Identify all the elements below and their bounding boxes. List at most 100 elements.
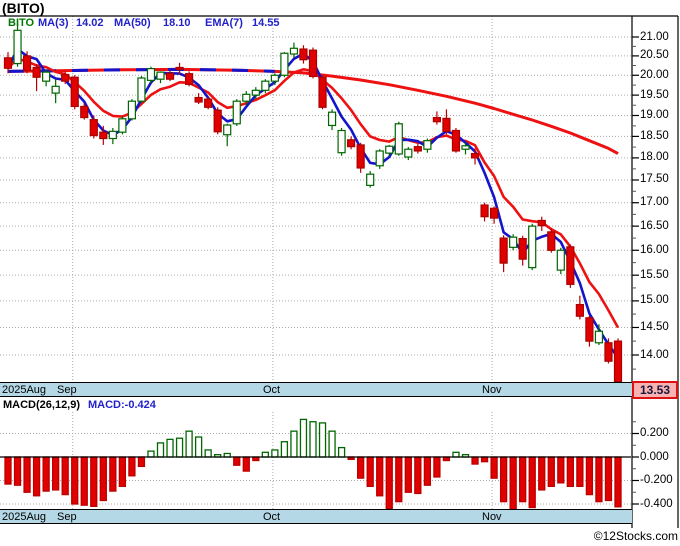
candle — [22, 55, 32, 72]
macd-bar — [185, 430, 193, 458]
macd-bar — [23, 456, 31, 493]
macd-axis-label: 0.000 — [640, 450, 669, 463]
candle — [89, 119, 98, 137]
macd-bar — [376, 456, 384, 497]
candle — [366, 173, 375, 186]
price-label: 21.00 — [640, 30, 669, 43]
macd-bar — [109, 456, 117, 492]
candlesticks — [3, 24, 623, 383]
macd-bar — [318, 422, 327, 458]
candle — [137, 77, 146, 102]
candle — [175, 66, 184, 71]
candle — [42, 71, 51, 82]
macd-bar — [290, 430, 298, 458]
macd-bar — [614, 456, 622, 508]
macd-bar — [480, 456, 489, 463]
candle — [127, 100, 137, 120]
candle — [299, 48, 308, 61]
macd-bar — [271, 449, 279, 458]
copyright-link[interactable]: ©12Stocks.com — [593, 529, 678, 543]
legend-ma50-label: MA(50) — [114, 17, 151, 29]
candle — [337, 129, 346, 154]
macd-bar — [423, 456, 432, 486]
month-label-nov: Nov — [482, 384, 502, 396]
price-label: 16.50 — [640, 219, 669, 232]
frame — [0, 15, 679, 528]
candle — [80, 105, 89, 119]
ma50-line — [7, 67, 619, 155]
macd-bar — [32, 456, 41, 497]
candle — [594, 330, 604, 344]
legend-ema7-value: 14.55 — [252, 17, 280, 29]
macd-bar — [519, 456, 527, 503]
ema7-line — [7, 57, 620, 329]
macd-bar — [538, 456, 546, 491]
macd-bar — [309, 421, 317, 458]
month-label-nov: Nov — [482, 511, 502, 523]
candle — [404, 148, 413, 158]
macd-bar — [404, 456, 412, 493]
macd-bar — [204, 449, 212, 458]
candle — [261, 80, 270, 91]
macd-bar — [337, 446, 346, 458]
candle — [184, 73, 194, 85]
candle — [108, 130, 117, 140]
macd-bar — [90, 456, 98, 507]
month-label-2025aug: 2025Aug — [2, 511, 47, 523]
macd-bar — [490, 456, 498, 479]
month-label-oct: Oct — [263, 384, 281, 396]
macd-bar — [328, 430, 336, 458]
candle — [3, 57, 13, 69]
candle — [499, 237, 508, 264]
price-label: 19.50 — [640, 88, 669, 101]
price-label: 18.50 — [640, 129, 669, 142]
candle — [13, 29, 22, 65]
macd-bar — [509, 456, 517, 511]
candle — [318, 76, 327, 108]
candle — [347, 139, 356, 148]
macd-histogram — [4, 418, 622, 511]
price-gridlines — [0, 36, 631, 356]
candle — [547, 231, 556, 251]
price-label: 20.50 — [640, 49, 669, 62]
candle — [280, 52, 289, 76]
candle — [156, 71, 165, 80]
price-label: 19.00 — [640, 108, 669, 121]
candle — [613, 340, 623, 383]
legend-symbol: BITO — [8, 17, 35, 29]
month-label-2025aug: 2025Aug — [2, 384, 47, 396]
candle — [327, 111, 337, 127]
macd-bar — [156, 442, 165, 458]
candle — [385, 145, 394, 154]
candle — [204, 98, 213, 108]
candle — [509, 236, 518, 248]
ema7-line — [7, 57, 620, 329]
candle — [194, 96, 203, 103]
candle — [556, 249, 565, 271]
macd-bar — [175, 437, 184, 458]
legend-ema7-label: EMA(7) — [205, 17, 243, 29]
macd-bar — [242, 456, 250, 472]
candle — [61, 73, 70, 82]
candle — [423, 140, 432, 150]
macd-bar — [299, 418, 308, 458]
macd-bar — [194, 436, 203, 458]
macd-bar — [166, 438, 174, 458]
macd-axis-label: -0.400 — [640, 497, 673, 510]
price-label: 14.50 — [640, 320, 669, 333]
candle — [223, 124, 232, 136]
candle — [289, 47, 299, 55]
candle — [242, 93, 251, 102]
macd-bar — [566, 456, 574, 488]
macd-bar — [137, 456, 146, 468]
macd-bar — [366, 456, 374, 488]
candle — [518, 237, 527, 260]
macd-axis-label: -0.200 — [640, 474, 673, 486]
macd-bar — [604, 456, 613, 502]
price-label: 15.50 — [640, 268, 669, 281]
candle — [270, 74, 279, 82]
macd-bar — [499, 456, 508, 503]
macd-value-label: MACD:-0.424 — [88, 399, 156, 411]
month-gridlines — [72, 16, 493, 510]
